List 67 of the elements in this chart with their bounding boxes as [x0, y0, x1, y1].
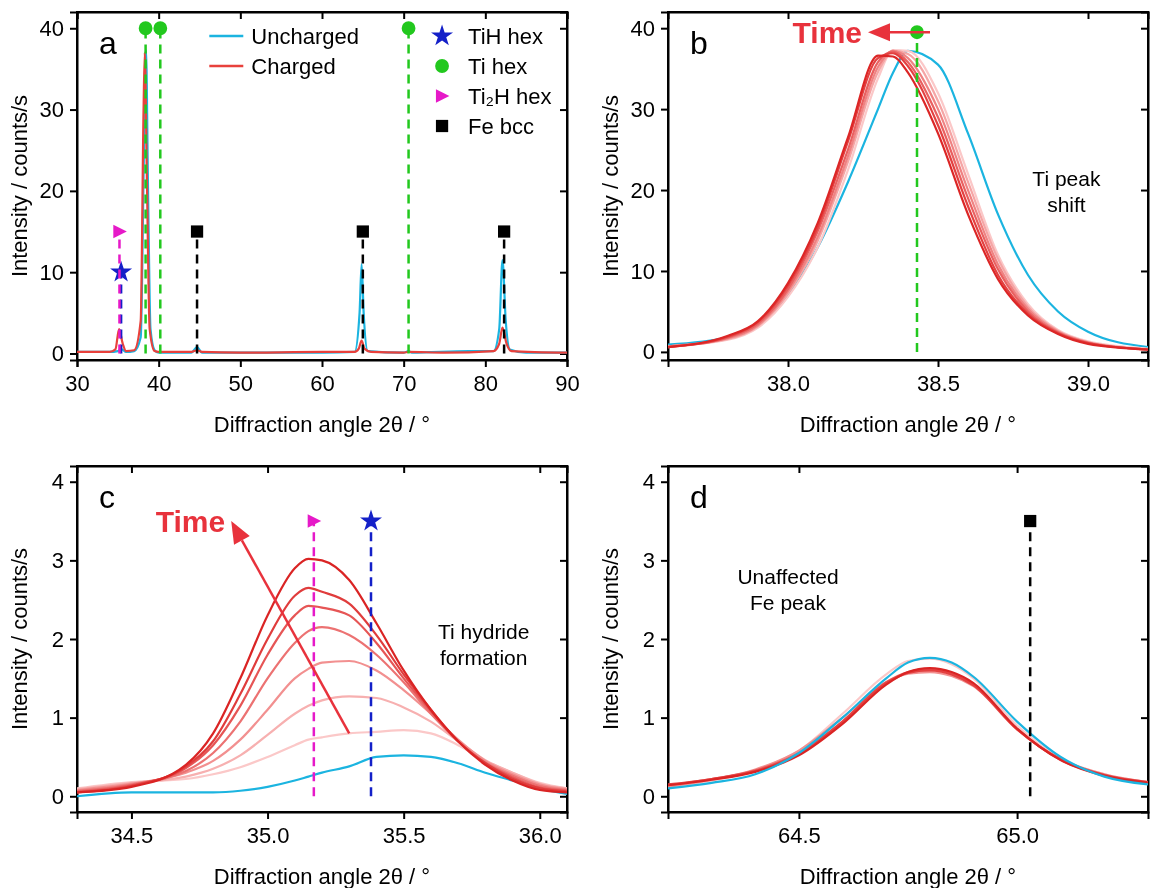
y-tick-label: 1 [642, 705, 655, 731]
legend-label: Uncharged [251, 23, 359, 49]
x-tick-label: 39.0 [1067, 370, 1110, 396]
point [356, 225, 369, 238]
x-tick-label: 65.0 [996, 822, 1040, 848]
legend-label: Charged [251, 53, 336, 79]
y-tick-label: 4 [51, 469, 64, 495]
legend-label: TiH hex [468, 23, 544, 49]
point [153, 21, 168, 36]
line-series [77, 695, 567, 791]
y-tick-label: 40 [39, 15, 64, 41]
x-tick-label: 90 [555, 370, 580, 396]
y-tick-label: 0 [642, 783, 655, 809]
legend-label: Ti₂H hex [468, 83, 552, 109]
chart-title: c [99, 479, 115, 515]
point [497, 225, 511, 238]
annotation: Time [792, 15, 862, 49]
x-tick-label: 60 [310, 370, 335, 396]
y-tick-label: 30 [39, 97, 64, 123]
y-tick-label: 20 [39, 178, 64, 204]
y-tick-label: 0 [51, 783, 64, 809]
y-tick-label: 30 [630, 96, 655, 122]
y-tick-label: 20 [630, 177, 655, 203]
y-tick-label: 3 [642, 547, 655, 573]
x-axis-title: Diffraction angle 2θ / ° [799, 864, 1017, 888]
x-axis-title: Diffraction angle 2θ / ° [213, 412, 431, 437]
x-tick-label: 64.5 [777, 822, 821, 848]
x-tick-label: 35.0 [246, 822, 290, 848]
y-axis-title: Intensity / counts/s [598, 547, 623, 731]
y-tick-label: 2 [642, 626, 655, 652]
x-tick-label: 70 [391, 370, 417, 396]
line-series [77, 754, 567, 798]
y-tick-label: 4 [642, 469, 655, 495]
legend-label: Fe bcc [468, 113, 535, 139]
chart-title: a [99, 25, 117, 61]
x-tick-label: 50 [228, 370, 254, 396]
y-tick-label: 1 [51, 705, 64, 731]
point [190, 225, 204, 238]
x-tick-label: 80 [473, 370, 499, 396]
x-axis-title: Diffraction angle 2θ / ° [213, 864, 431, 888]
y-tick-label: 3 [51, 547, 64, 573]
x-tick-label: 34.5 [110, 822, 154, 848]
x-tick-label: 38.0 [767, 370, 810, 396]
y-tick-label: 10 [630, 258, 655, 284]
y-axis-title: Intensity / counts/s [598, 94, 623, 278]
x-tick-label: 38.5 [917, 370, 960, 396]
y-axis-title: Intensity / counts/s [7, 547, 32, 731]
x-axis-title: Diffraction angle 2θ / ° [799, 412, 1017, 437]
annotation: Ti hydride formation [437, 620, 530, 670]
legend-label: Ti hex [468, 53, 528, 79]
y-axis-title: Intensity / counts/s [7, 94, 32, 278]
y-tick-label: 0 [51, 341, 64, 367]
point [138, 21, 153, 36]
chart-title: b [690, 25, 708, 61]
point [401, 21, 416, 36]
annotation: Unaffected Fe peak [737, 564, 839, 614]
point [113, 224, 127, 239]
annotation: Time [155, 504, 226, 538]
chart-title: d [690, 479, 708, 515]
y-tick-label: 40 [630, 15, 655, 41]
x-tick-label: 36.0 [518, 822, 562, 848]
y-tick-label: 2 [51, 626, 64, 652]
y-tick-label: 10 [39, 259, 64, 285]
annotation: Ti peak shift [1032, 167, 1101, 217]
y-tick-label: 0 [642, 339, 655, 365]
x-tick-label: 35.5 [382, 822, 426, 848]
x-tick-label: 40 [146, 370, 172, 396]
